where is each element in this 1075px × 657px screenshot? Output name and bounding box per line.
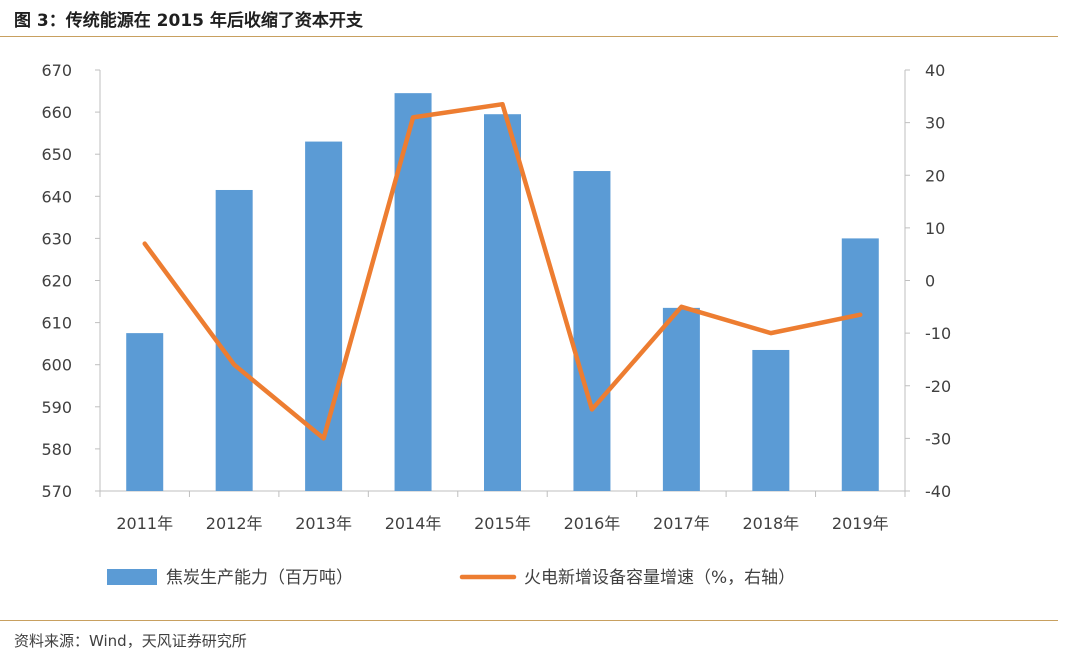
footer-divider (0, 620, 1058, 621)
x-axis-tick-label: 2017年 (653, 514, 710, 533)
bar (752, 349, 790, 491)
right-axis-tick-label: 0 (925, 272, 935, 291)
bar (573, 171, 611, 492)
bar (841, 238, 879, 491)
right-axis-tick-label: -20 (925, 377, 951, 396)
x-axis-tick-label: 2014年 (385, 514, 442, 533)
right-axis-tick-label: -30 (925, 429, 951, 448)
left-axis-tick-label: 620 (41, 272, 72, 291)
bar (484, 114, 521, 491)
right-axis-tick-label: 10 (925, 219, 945, 238)
left-axis-tick-label: 670 (41, 61, 72, 80)
x-axis-tick-label: 2015年 (474, 514, 531, 533)
bar (662, 307, 700, 491)
x-axis-tick-label: 2013年 (295, 514, 352, 533)
x-axis-tick-label: 2016年 (564, 514, 621, 533)
line-point (412, 116, 414, 118)
chart: 570 580 590 600 610 620 630 640 650 660 670 -40 -30 -… (41, 61, 951, 588)
x-axis-tick-label: 2019年 (832, 514, 889, 533)
left-axis-tick-label: 630 (41, 229, 72, 248)
left-axis-tick-label: 580 (41, 440, 72, 459)
legend-swatch-bar (107, 569, 157, 585)
chart-axes: 570 580 590 600 610 620 630 640 650 660 670 -40 -30 -… (41, 61, 951, 533)
right-axis-tick-label: -10 (925, 324, 951, 343)
legend-label-line: 火电新增设备容量增速（%，右轴） (524, 568, 795, 588)
right-axis-tick-label: -40 (925, 482, 951, 501)
left-axis-tick-label: 600 (41, 356, 72, 375)
line-point (770, 332, 772, 334)
left-axis-tick-label: 570 (41, 482, 72, 501)
x-axis-tick-label: 2011年 (116, 514, 173, 533)
line-point (591, 408, 593, 410)
right-axis-tick-label: 40 (925, 61, 945, 80)
left-axis-tick-label: 650 (41, 145, 72, 164)
line-series (142, 101, 863, 441)
line-point (144, 243, 146, 245)
legend: 焦炭生产能力（百万吨） 火电新增设备容量增速（%，右轴） (107, 568, 795, 588)
line-point (502, 103, 503, 105)
x-axis-tick-label: 2012年 (206, 514, 263, 533)
bar (394, 93, 432, 491)
right-axis-tick-label: 20 (925, 166, 945, 185)
left-axis-tick-label: 640 (41, 187, 72, 206)
bar (126, 333, 164, 491)
page-title: 图 3：传统能源在 2015 年后收缩了资本开支 (14, 11, 363, 31)
x-axis-tick-label: 2018年 (742, 514, 799, 533)
left-axis-tick-label: 610 (41, 314, 72, 333)
bar-series (126, 93, 879, 492)
legend-label-bar: 焦炭生产能力（百万吨） (166, 568, 353, 588)
right-axis-tick-label: 30 (925, 114, 945, 133)
line-point (680, 306, 682, 308)
left-axis-tick-label: 590 (41, 398, 72, 417)
line-point (859, 314, 861, 316)
left-axis-tick-label: 660 (41, 103, 72, 122)
bar (215, 189, 253, 492)
source-note: 资料来源：Wind，天风证券研究所 (14, 632, 247, 650)
line-point (323, 437, 325, 439)
title-divider (0, 36, 1058, 37)
line-point (233, 364, 235, 366)
